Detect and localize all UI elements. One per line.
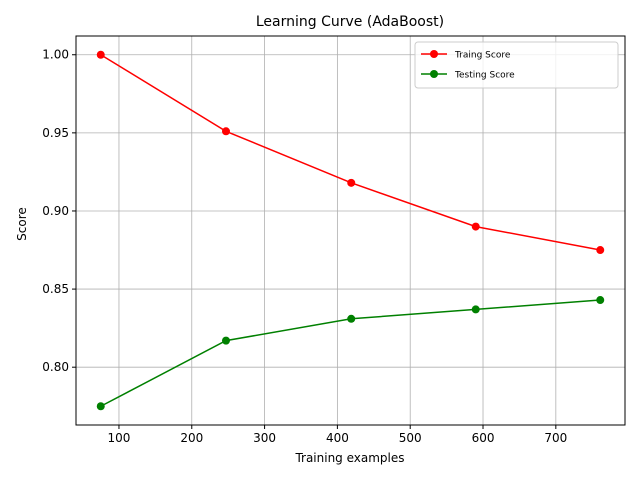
data-point [347,314,356,323]
data-point [221,127,230,136]
y-tick-label: 0.90 [42,204,69,218]
grid-lines [76,36,625,425]
legend-box [414,41,619,89]
legend-label: Testing Score [454,71,515,81]
y-tick-label: 1.00 [42,48,69,62]
data-point [471,222,480,231]
data-point [596,296,605,305]
axis-ticks: 100 200 300 400 500 600 700 0.80 0.85 0.90 0.95 1.0… [42,48,567,445]
x-tick-label: 200 [180,431,203,445]
data-point [596,246,605,255]
data-point [221,336,230,345]
legend-label: Traing Score [454,51,511,61]
chart-title: Learning Curve (AdaBoost) [256,14,444,30]
y-tick-label: 0.95 [42,126,69,140]
series-layer [96,50,605,411]
legend-marker [430,50,438,58]
data-point [96,402,105,411]
legend-marker [430,70,438,78]
data-point [347,178,356,187]
x-tick-label: 400 [326,431,349,445]
x-axis-label: Training examples [294,451,404,465]
y-tick-label: 0.85 [42,282,69,296]
legend: Traing Score Testing Score [414,41,619,89]
plot-frame [75,35,626,426]
x-tick-label: 300 [253,431,276,445]
x-tick-label: 600 [472,431,495,445]
x-tick-label: 100 [108,431,131,445]
data-point [96,50,105,59]
x-tick-label: 700 [544,431,567,445]
x-tick-label: 500 [399,431,422,445]
y-axis-label: Score [15,207,29,241]
y-tick-label: 0.80 [42,360,69,374]
data-point [471,305,480,314]
